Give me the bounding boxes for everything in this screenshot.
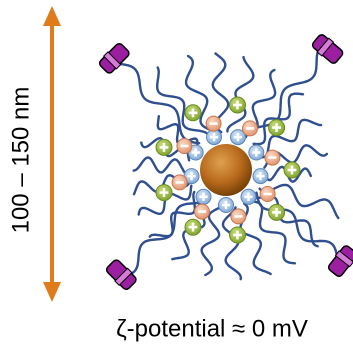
size-label: 100 – 150 nm [7, 87, 34, 234]
ligand-tag [97, 41, 131, 75]
polymer-chain [227, 57, 253, 131]
caption: ζ-potential ≈ 0 mV [116, 315, 308, 342]
size-arrow [43, 6, 61, 302]
nanoparticle-core [200, 144, 252, 196]
ligand-tag [326, 244, 353, 279]
diagram: 100 – 150 nm ζ-potential ≈ 0 mV [0, 0, 353, 347]
ligand-tag [104, 258, 138, 292]
polymer-chain [134, 158, 188, 175]
